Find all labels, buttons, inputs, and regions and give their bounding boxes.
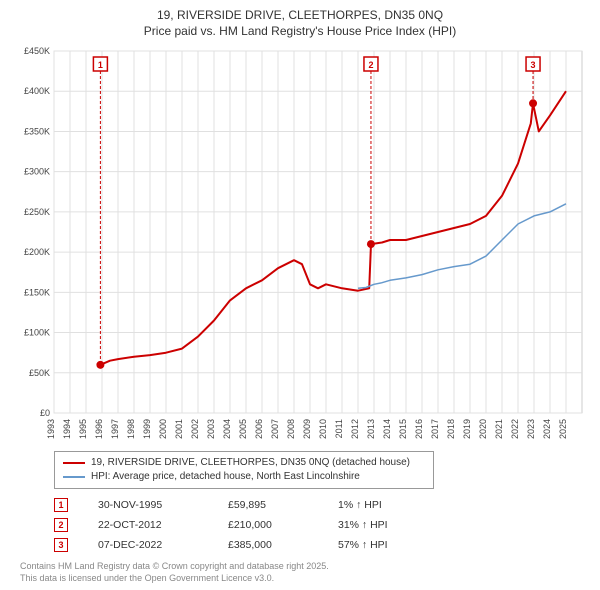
svg-text:£250K: £250K	[24, 207, 50, 217]
sale-date: 22-OCT-2012	[98, 519, 198, 531]
svg-text:£150K: £150K	[24, 288, 50, 298]
svg-text:2: 2	[368, 60, 373, 70]
sale-hpi: 31% ↑ HPI	[338, 519, 428, 531]
marker-icon: 3	[54, 538, 68, 552]
sale-price: £385,000	[228, 539, 308, 551]
svg-text:2014: 2014	[382, 419, 392, 439]
footnote-line: This data is licensed under the Open Gov…	[20, 573, 588, 585]
title-line-1: 19, RIVERSIDE DRIVE, CLEETHORPES, DN35 0…	[12, 8, 588, 24]
svg-text:2005: 2005	[238, 419, 248, 439]
svg-text:2016: 2016	[414, 419, 424, 439]
svg-text:2022: 2022	[510, 419, 520, 439]
svg-text:1: 1	[98, 60, 103, 70]
svg-text:1994: 1994	[62, 419, 72, 439]
svg-text:2015: 2015	[398, 419, 408, 439]
chart-title: 19, RIVERSIDE DRIVE, CLEETHORPES, DN35 0…	[12, 8, 588, 39]
svg-text:£300K: £300K	[24, 167, 50, 177]
legend-swatch	[63, 476, 85, 478]
svg-text:£400K: £400K	[24, 86, 50, 96]
svg-text:£350K: £350K	[24, 127, 50, 137]
svg-text:1993: 1993	[46, 419, 56, 439]
svg-text:2013: 2013	[366, 419, 376, 439]
svg-text:1999: 1999	[142, 419, 152, 439]
svg-text:2001: 2001	[174, 419, 184, 439]
svg-text:2004: 2004	[222, 419, 232, 439]
sale-price: £59,895	[228, 499, 308, 511]
svg-text:2006: 2006	[254, 419, 264, 439]
marker-icon: 2	[54, 518, 68, 532]
svg-text:£0: £0	[40, 408, 50, 418]
svg-text:2025: 2025	[558, 419, 568, 439]
title-line-2: Price paid vs. HM Land Registry's House …	[12, 24, 588, 40]
svg-text:2021: 2021	[494, 419, 504, 439]
svg-text:2017: 2017	[430, 419, 440, 439]
svg-text:2012: 2012	[350, 419, 360, 439]
svg-text:2018: 2018	[446, 419, 456, 439]
legend-label: HPI: Average price, detached house, Nort…	[91, 470, 360, 484]
sale-hpi: 57% ↑ HPI	[338, 539, 428, 551]
svg-text:£50K: £50K	[29, 368, 50, 378]
sale-price: £210,000	[228, 519, 308, 531]
svg-text:1995: 1995	[78, 419, 88, 439]
svg-text:2007: 2007	[270, 419, 280, 439]
footnote-line: Contains HM Land Registry data © Crown c…	[20, 561, 588, 573]
svg-text:2024: 2024	[542, 419, 552, 439]
table-row: 1 30-NOV-1995 £59,895 1% ↑ HPI	[54, 495, 534, 515]
svg-text:1996: 1996	[94, 419, 104, 439]
markers-table: 1 30-NOV-1995 £59,895 1% ↑ HPI 2 22-OCT-…	[54, 495, 534, 555]
sale-hpi: 1% ↑ HPI	[338, 499, 428, 511]
price-chart: £0 £50K £100K £150K £200K £250K £300K £350K £400…	[12, 45, 588, 445]
svg-text:2009: 2009	[302, 419, 312, 439]
svg-text:2019: 2019	[462, 419, 472, 439]
svg-text:2010: 2010	[318, 419, 328, 439]
legend-item: HPI: Average price, detached house, Nort…	[63, 470, 425, 484]
legend-label: 19, RIVERSIDE DRIVE, CLEETHORPES, DN35 0…	[91, 456, 410, 470]
table-row: 3 07-DEC-2022 £385,000 57% ↑ HPI	[54, 535, 534, 555]
sale-date: 07-DEC-2022	[98, 539, 198, 551]
svg-text:£200K: £200K	[24, 247, 50, 257]
legend-swatch	[63, 462, 85, 464]
svg-text:3: 3	[531, 60, 536, 70]
legend-item: 19, RIVERSIDE DRIVE, CLEETHORPES, DN35 0…	[63, 456, 425, 470]
svg-text:£100K: £100K	[24, 328, 50, 338]
table-row: 2 22-OCT-2012 £210,000 31% ↑ HPI	[54, 515, 534, 535]
svg-text:2023: 2023	[526, 419, 536, 439]
footnote: Contains HM Land Registry data © Crown c…	[20, 561, 588, 584]
sale-date: 30-NOV-1995	[98, 499, 198, 511]
svg-text:2008: 2008	[286, 419, 296, 439]
svg-text:2000: 2000	[158, 419, 168, 439]
svg-text:2011: 2011	[334, 419, 344, 438]
svg-text:2003: 2003	[206, 419, 216, 439]
svg-text:£450K: £450K	[24, 46, 50, 56]
svg-text:2002: 2002	[190, 419, 200, 439]
svg-text:2020: 2020	[478, 419, 488, 439]
legend: 19, RIVERSIDE DRIVE, CLEETHORPES, DN35 0…	[54, 451, 434, 489]
svg-text:1998: 1998	[126, 419, 136, 439]
marker-icon: 1	[54, 498, 68, 512]
svg-text:1997: 1997	[110, 419, 120, 439]
